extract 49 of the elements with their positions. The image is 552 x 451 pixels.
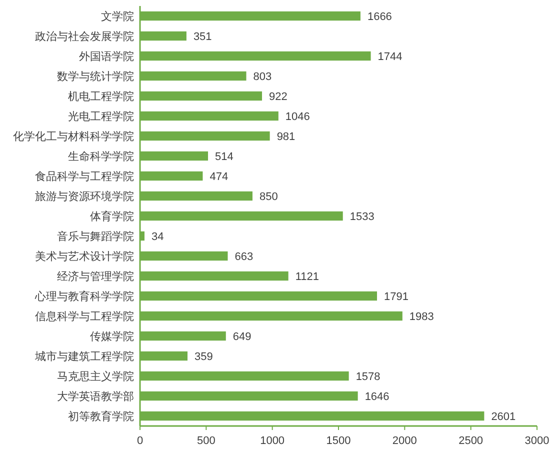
y-tick-label: 经济与管理学院	[57, 270, 134, 283]
data-label: 2601	[491, 411, 516, 423]
data-label: 1533	[350, 211, 374, 223]
data-label: 1121	[295, 271, 319, 283]
data-label: 981	[276, 131, 296, 143]
data-label: 1791	[384, 291, 408, 303]
y-tick-label: 信息科学与工程学院	[35, 310, 134, 323]
data-label: 922	[269, 91, 288, 103]
data-label: 1666	[367, 11, 392, 23]
y-tick-label: 文学院	[101, 10, 134, 23]
data-label: 514	[215, 151, 234, 163]
x-tick-label: 500	[196, 435, 216, 447]
data-label: 1646	[364, 391, 390, 403]
x-tick-label: 2500	[458, 435, 484, 447]
data-label: 1578	[356, 371, 380, 383]
y-tick-label: 化学化工与材料科学学院	[13, 130, 134, 143]
y-tick-label: 心理与教育科学学院	[34, 290, 134, 303]
data-label: 1046	[285, 111, 310, 123]
data-label: 1983	[409, 311, 434, 323]
x-tick-label: 3000	[524, 435, 550, 447]
data-label: 34	[152, 231, 164, 243]
y-tick-label: 美术与艺术设计学院	[35, 250, 134, 263]
y-tick-label: 初等教育学院	[68, 410, 134, 423]
y-tick-label: 音乐与舞蹈学院	[57, 230, 134, 243]
x-tick-label: 2000	[392, 435, 417, 447]
y-tick-label: 马克思主义学院	[57, 370, 134, 383]
data-label: 850	[259, 191, 278, 203]
data-label: 1744	[378, 51, 402, 63]
data-label: 649	[232, 331, 252, 343]
y-tick-label: 政治与社会发展学院	[35, 30, 134, 43]
y-tick-label: 光电工程学院	[68, 110, 134, 123]
data-label: 359	[194, 351, 213, 363]
x-tick-label: 1000	[260, 435, 285, 447]
y-tick-label: 外国语学院	[79, 50, 134, 63]
data-label: 663	[234, 251, 254, 263]
y-tick-label: 机电工程学院	[68, 90, 134, 103]
data-label: 474	[210, 171, 228, 183]
data-label: 803	[253, 71, 272, 83]
y-tick-label: 数学与统计学院	[57, 70, 134, 83]
y-tick-label: 体育学院	[90, 210, 134, 223]
y-tick-label: 城市与建筑工程学院	[34, 350, 134, 363]
x-tick-label: 0	[136, 435, 144, 447]
y-tick-label: 旅游与资源环境学院	[35, 190, 134, 203]
y-tick-label: 食品科学与工程学院	[35, 170, 134, 183]
y-tick-label: 传媒学院	[90, 330, 134, 343]
data-label: 351	[193, 31, 212, 43]
y-tick-label: 大学英语教学部	[57, 390, 134, 403]
y-tick-label: 生命科学学院	[68, 150, 134, 163]
x-tick-label: 1500	[326, 435, 351, 447]
